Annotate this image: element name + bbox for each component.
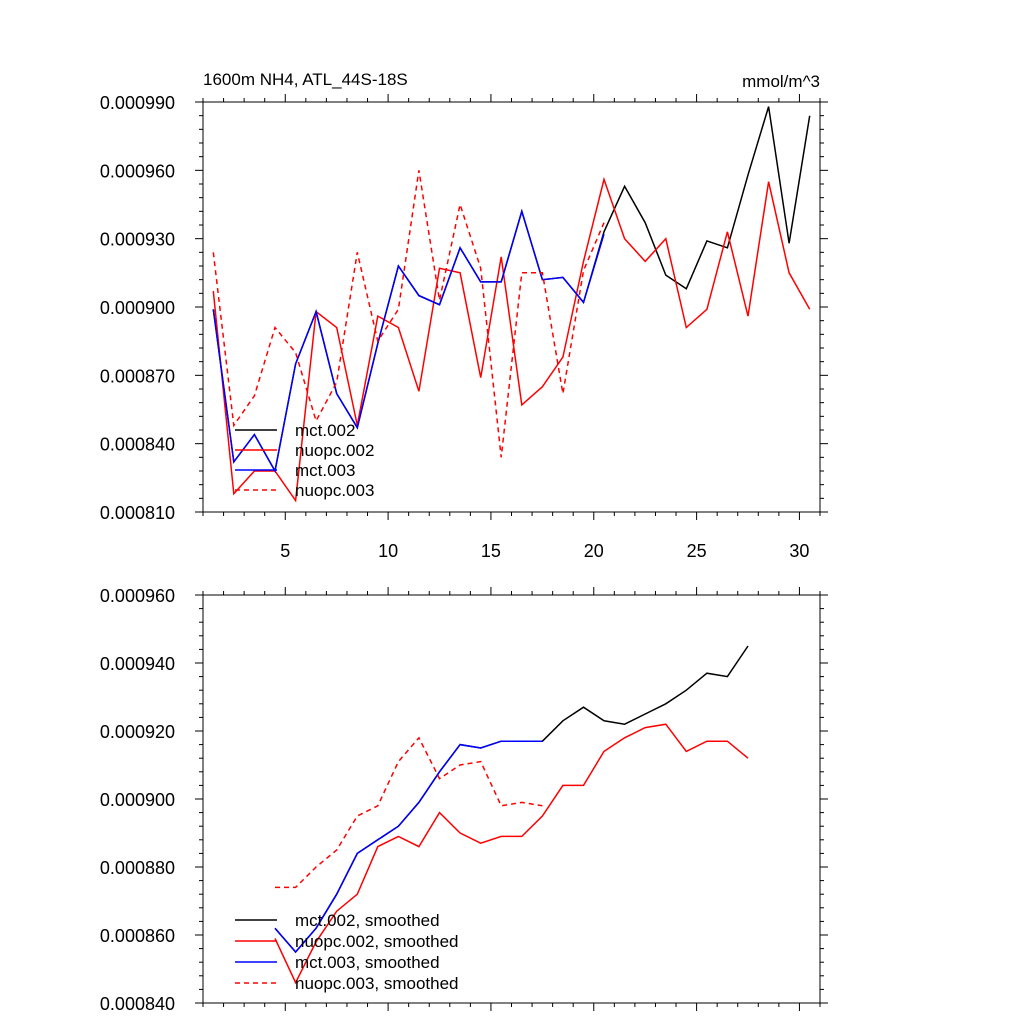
series-group [274, 645, 749, 985]
legend-label: mct.002 [295, 421, 355, 440]
y-tick-label: 0.000930 [100, 230, 175, 250]
top-chart: 1600m NH4, ATL_44S-18S mmol/m^3 5 10 15 20 2… [100, 70, 828, 561]
legend-label: mct.003, smoothed [295, 953, 440, 972]
series-line-mct-002 [212, 106, 811, 474]
x-tick-label: 10 [378, 541, 398, 561]
legend-label: nuopc.003 [295, 481, 374, 500]
legend: mct.002, smoothed nuopc.002, smoothed mct.… [235, 911, 459, 993]
series-line-nuopc-002-smoothed [274, 723, 749, 985]
legend-label: nuopc.002, smoothed [295, 932, 459, 951]
y-tick-label: 0.000920 [100, 722, 175, 742]
y-tick-label: 0.000810 [100, 503, 175, 523]
series-group [212, 106, 811, 503]
legend-label: mct.002, smoothed [295, 911, 440, 930]
series-line-mct-003 [212, 208, 605, 474]
y-tick-label: 0.000940 [100, 654, 175, 674]
legend-label: nuopc.002 [295, 441, 374, 460]
y-tick-label: 0.000840 [100, 994, 175, 1014]
legend-label: nuopc.003, smoothed [295, 974, 459, 993]
series-line-nuopc-003-smoothed [275, 736, 543, 889]
series-line-mct-002-smoothed [274, 645, 749, 954]
y-tick-label: 0.000960 [100, 161, 175, 181]
series-line-nuopc-002 [212, 176, 811, 503]
x-tick-label: 20 [584, 541, 604, 561]
y-tick-label: 0.000990 [100, 93, 175, 113]
series-line-mct-003-smoothed [274, 740, 543, 954]
y-tick-label: 0.000900 [100, 298, 175, 318]
x-tick-label: 30 [789, 541, 809, 561]
y-tick-label: 0.000900 [100, 790, 175, 810]
bottom-chart: 0.000840 0.000860 0.000880 0.000900 0.000920… [100, 586, 828, 1014]
x-tick-label: 15 [481, 541, 501, 561]
legend-label: mct.003 [295, 461, 355, 480]
top-chart-title: 1600m NH4, ATL_44S-18S [203, 70, 408, 89]
y-tick-label: 0.000960 [100, 586, 175, 606]
x-tick-label: 25 [687, 541, 707, 561]
y-tick-label: 0.000870 [100, 366, 175, 386]
y-tick-label: 0.000840 [100, 435, 175, 455]
top-chart-units: mmol/m^3 [742, 72, 820, 91]
series-line-nuopc-003 [212, 170, 605, 458]
x-tick-label: 5 [280, 541, 290, 561]
y-tick-label: 0.000860 [100, 926, 175, 946]
y-tick-label: 0.000880 [100, 858, 175, 878]
